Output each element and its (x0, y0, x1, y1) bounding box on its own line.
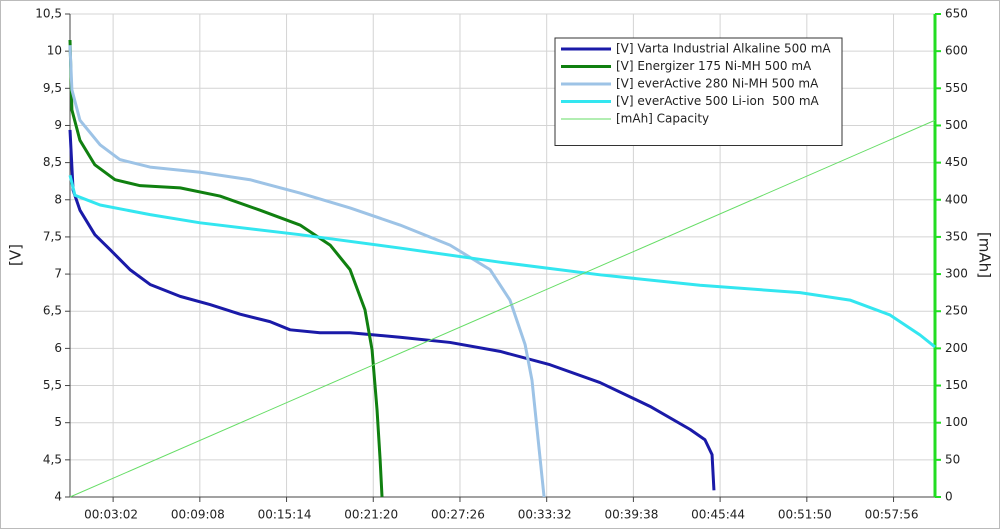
legend-box (554, 37, 843, 146)
y-tick-label: 4 (54, 490, 62, 504)
y2-tick-label: 400 (945, 192, 968, 206)
y2-tick-label: 350 (945, 229, 968, 243)
series-line (68, 174, 936, 349)
y-tick-label: 4,5 (43, 452, 62, 466)
x-tick-label: 00:39:38 (604, 508, 658, 522)
series-line (69, 119, 936, 498)
y2-tick-label: 550 (945, 81, 968, 95)
y-tick-label: 7,5 (43, 229, 62, 243)
y-tick-label: 10 (47, 44, 62, 58)
y2-tick-label: 250 (945, 304, 968, 318)
x-tick-label: 00:09:08 (171, 508, 225, 522)
x-tick-label: 00:45:44 (691, 508, 745, 522)
legend-label: [mAh] Capacity (616, 112, 709, 126)
x-tick-label: 00:27:26 (431, 508, 485, 522)
y2-tick-label: 300 (945, 267, 968, 281)
x-tick-label: 00:57:56 (865, 508, 919, 522)
y2-tick-label: 50 (945, 452, 960, 466)
x-tick-label: 00:33:32 (518, 508, 572, 522)
y-tick-label: 7 (54, 267, 62, 281)
x-tick-label: 00:03:02 (84, 508, 138, 522)
y2-axis-label: [mAh] (976, 232, 994, 278)
x-tick-label: 00:21:20 (344, 508, 398, 522)
y2-tick-label: 500 (945, 118, 968, 132)
y-tick-label: 8,5 (43, 155, 62, 169)
y2-tick-label: 650 (945, 7, 968, 21)
y2-tick-label: 450 (945, 155, 968, 169)
y-axis-label: [V] (7, 244, 25, 266)
series-line (68, 45, 546, 498)
y2-tick-label: 0 (945, 490, 953, 504)
y-tick-label: 10,5 (35, 7, 62, 21)
y2-tick-label: 150 (945, 378, 968, 392)
legend-label: [V] everActive 280 Ni-MH 500 mA (616, 77, 819, 91)
y-tick-label: 8 (54, 192, 62, 206)
legend-label: [V] everActive 500 Li-ion 500 mA (616, 94, 820, 108)
series-line (68, 39, 384, 498)
y-tick-label: 6 (54, 341, 62, 355)
y2-tick-label: 200 (945, 341, 968, 355)
y-tick-label: 5 (54, 415, 62, 429)
legend-label: [V] Energizer 175 Ni-MH 500 mA (616, 59, 812, 73)
y-tick-label: 5,5 (43, 378, 62, 392)
x-tick-label: 00:15:14 (258, 508, 312, 522)
y2-tick-label: 100 (945, 415, 968, 429)
y-tick-label: 9,5 (43, 81, 62, 95)
y-tick-label: 9 (54, 118, 62, 132)
series-line (68, 129, 716, 491)
y2-tick-label: 600 (945, 44, 968, 58)
y-tick-label: 6,5 (43, 304, 62, 318)
x-tick-label: 00:51:50 (778, 508, 832, 522)
legend-label: [V] Varta Industrial Alkaline 500 mA (616, 42, 831, 56)
